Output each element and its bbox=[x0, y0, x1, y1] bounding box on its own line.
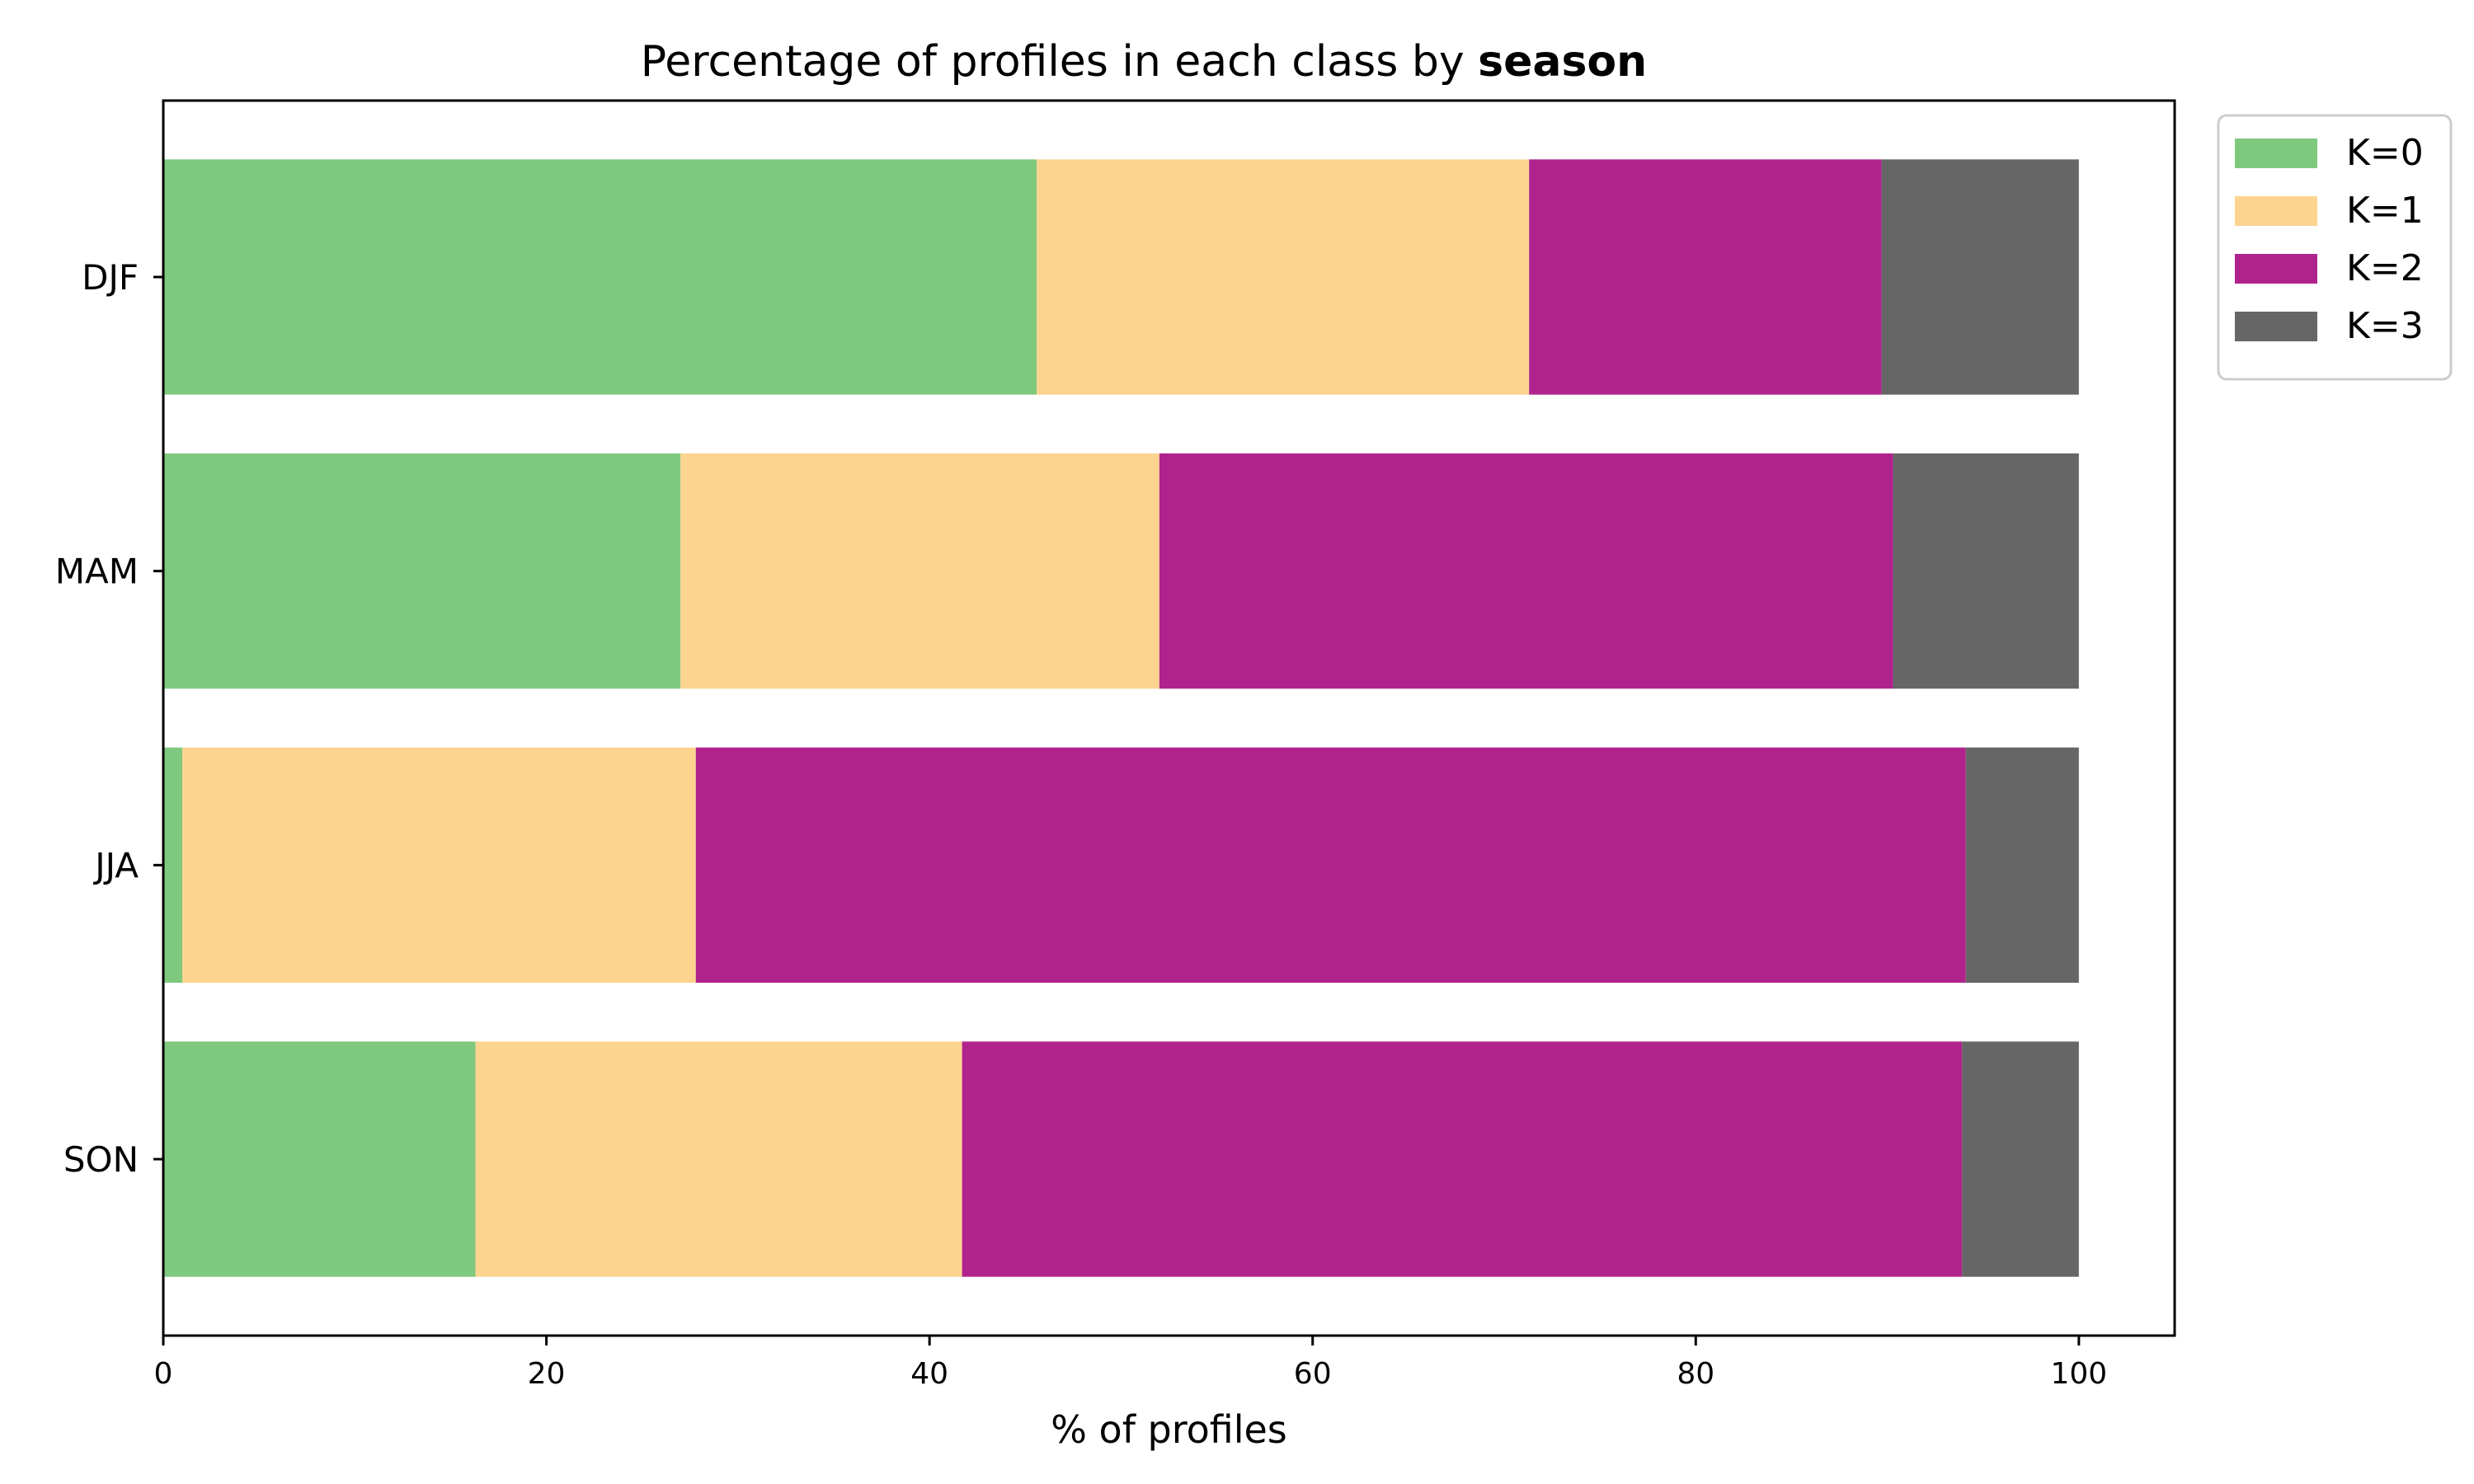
y-tick-label-mam: MAM bbox=[55, 552, 139, 592]
legend-label-k1: K=1 bbox=[2346, 190, 2424, 232]
bar-son-k0 bbox=[163, 1041, 476, 1277]
x-tick-label: 80 bbox=[1677, 1357, 1714, 1391]
chart-title-prefix: Percentage of profiles in each class by bbox=[641, 37, 1478, 87]
bar-jja-k0 bbox=[163, 747, 183, 983]
bar-djf-k1 bbox=[1037, 159, 1530, 395]
bar-son-k2 bbox=[962, 1041, 1963, 1277]
x-tick-label: 60 bbox=[1294, 1357, 1332, 1391]
y-tick-label-jja: JJA bbox=[92, 845, 139, 885]
bar-djf-k0 bbox=[163, 159, 1037, 395]
x-axis-label: % of profiles bbox=[1051, 1407, 1287, 1452]
bar-son-k3 bbox=[1962, 1041, 2079, 1277]
bar-jja-k1 bbox=[182, 747, 696, 983]
axes-frame bbox=[162, 99, 2176, 1337]
legend-swatch-k2 bbox=[2235, 254, 2317, 284]
legend-swatch-k3 bbox=[2235, 312, 2317, 341]
legend-label-k3: K=3 bbox=[2346, 305, 2424, 347]
bar-jja-k2 bbox=[695, 747, 1966, 983]
legend-swatch-k0 bbox=[2235, 139, 2317, 168]
bar-mam-k0 bbox=[163, 453, 681, 689]
legend: K=0 K=1 K=2 K=3 bbox=[2217, 114, 2453, 381]
plot-area bbox=[163, 159, 2079, 1277]
bar-jja-k3 bbox=[1965, 747, 2079, 983]
chart-title: Percentage of profiles in each class by … bbox=[641, 37, 1647, 87]
bar-son-k1 bbox=[475, 1041, 962, 1277]
bar-mam-k1 bbox=[680, 453, 1159, 689]
x-tick-label: 100 bbox=[2050, 1357, 2107, 1391]
bar-mam-k3 bbox=[1893, 453, 2079, 689]
bar-mam-k2 bbox=[1159, 453, 1893, 689]
chart-title-bold: season bbox=[1478, 37, 1647, 87]
legend-label-k0: K=0 bbox=[2346, 132, 2424, 174]
axes: 0 20 40 60 80 100 DJF MAM JJA SON bbox=[55, 257, 2107, 1391]
bar-djf-k3 bbox=[1881, 159, 2079, 395]
legend-label-k2: K=2 bbox=[2346, 247, 2424, 289]
bar-djf-k2 bbox=[1529, 159, 1882, 395]
x-tick-label: 20 bbox=[528, 1357, 566, 1391]
y-tick-label-djf: DJF bbox=[82, 257, 139, 298]
x-tick-label: 40 bbox=[910, 1357, 948, 1391]
y-tick-label-son: SON bbox=[63, 1139, 139, 1180]
legend-swatch-k1 bbox=[2235, 196, 2317, 226]
x-tick-label: 0 bbox=[154, 1357, 173, 1391]
